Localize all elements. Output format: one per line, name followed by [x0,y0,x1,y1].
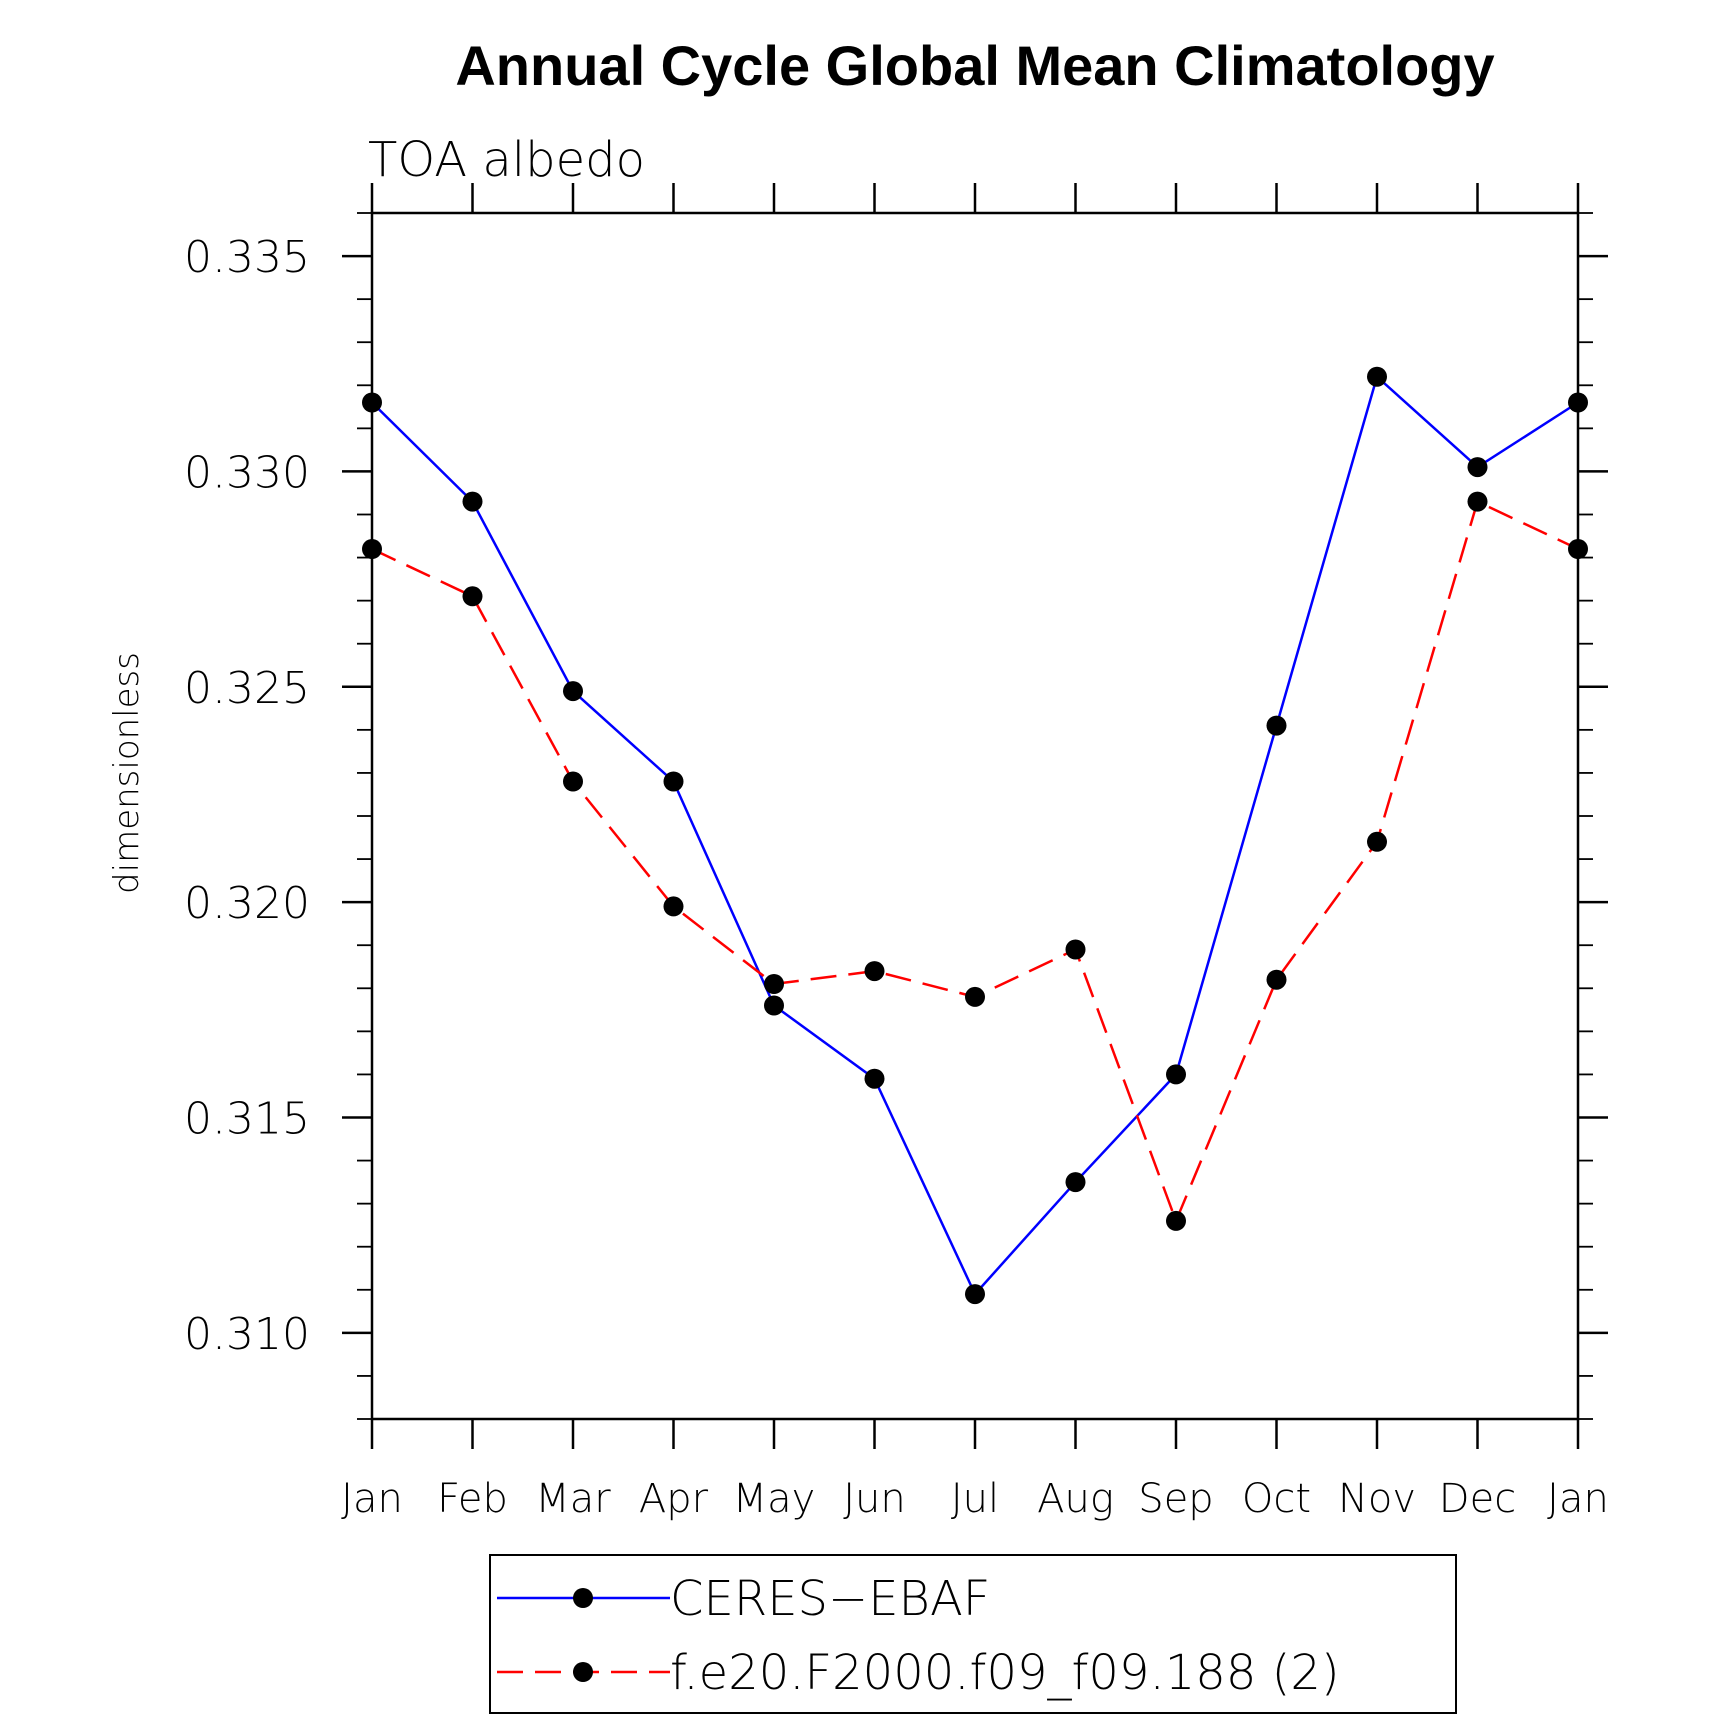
data-point [362,392,382,413]
series-line [371,374,1579,1297]
data-point [1568,539,1588,559]
y-tick-label: 0.310 [184,1309,310,1360]
x-tick-label: Oct [1242,1476,1311,1522]
x-tick-label: Jan [341,1476,403,1522]
x-tick-label: Feb [437,1476,508,1522]
data-point [1467,491,1488,512]
data-point [1367,831,1387,852]
legend-marker-ceres-ebaf [573,1588,593,1608]
y-tick-label: 0.330 [184,447,310,498]
data-point [864,961,885,982]
chart-title: Annual Cycle Global Mean Climatology [455,34,1494,97]
y-tick-label: 0.315 [184,1094,310,1145]
x-tick-label: Sep [1138,1476,1213,1522]
x-tick-label: Jul [951,1476,999,1522]
data-point [362,539,382,559]
data-point [1166,1210,1186,1231]
legend-box [489,1554,1457,1714]
legend-label-model: f.e20.F2000.f09_f09.188 (2) [670,1645,1340,1701]
series-layer [362,366,1588,1305]
y-tick-label: 0.320 [184,878,310,929]
x-tick-label: May [733,1476,816,1522]
legend-marker-model [573,1662,593,1682]
x-tick-label: Mar [535,1476,611,1522]
data-point [764,974,784,994]
data-point [1065,1172,1086,1193]
x-tick-label: Dec [1439,1476,1516,1522]
legend: CERES−EBAF f.e20.F2000.f09_f09.188 (2) [489,1554,1457,1714]
data-point [1568,392,1588,413]
series-line [371,499,1579,1225]
x-tick-label: Nov [1338,1476,1416,1522]
data-point [462,491,483,512]
y-tick-label: 0.325 [184,663,310,714]
data-point [1166,1064,1186,1085]
data-point [965,1284,985,1305]
data-point [1266,969,1287,990]
legend-label-ceres-ebaf: CERES−EBAF [670,1571,990,1627]
data-point [462,586,483,607]
series-1 [362,491,1588,1231]
y-tick-label: 0.335 [184,232,310,283]
data-point [1467,457,1488,478]
x-tick-label: Jan [1547,1476,1609,1522]
x-tick-label: Apr [639,1476,709,1522]
data-point [663,896,684,917]
data-point [864,1068,885,1089]
data-point [1367,366,1387,387]
x-tick-label: Jun [843,1476,906,1522]
axes: 0.310 0.315 0.320 0.325 0.330 0.335 Jan Feb Mar A… [184,183,1609,1522]
data-point [764,995,784,1016]
series-0 [362,366,1588,1305]
data-point [965,986,985,1007]
data-point [563,681,583,702]
data-point [663,771,684,792]
data-point [1065,939,1086,960]
y-axis-label: dimensionless [107,652,147,894]
data-point [563,771,583,792]
x-tick-label: Aug [1037,1476,1114,1522]
chart-subtitle: TOA albedo [368,132,645,188]
data-point [1266,715,1287,736]
